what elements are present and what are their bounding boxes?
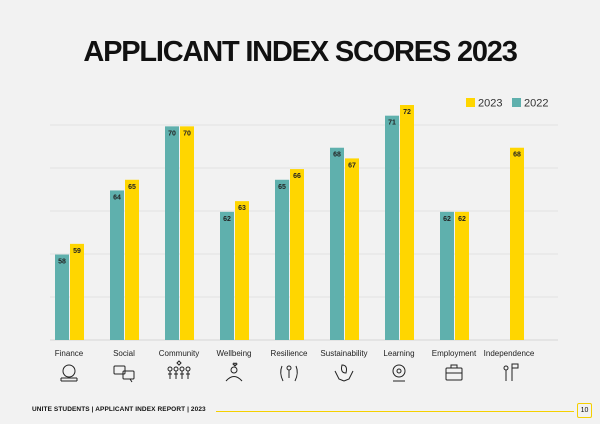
light-bulb-icon: [392, 364, 406, 382]
bar-label-2023-community: 70: [183, 130, 191, 137]
bar-2023-learning: [400, 105, 414, 340]
footer-text: UNITE STUDENTS | APPLICANT INDEX REPORT …: [32, 406, 206, 413]
bar-label-2022-community: 70: [168, 130, 176, 137]
money-stack-icon: [60, 364, 78, 382]
bar-label-2023-social: 65: [128, 184, 136, 191]
bar-2023-employment: [455, 211, 469, 340]
bar-2023-wellbeing: [235, 201, 249, 340]
bar-label-2022-employment: 62: [443, 216, 451, 223]
person-shield-icon: [280, 365, 298, 382]
category-label-resilience: Resilience: [271, 349, 308, 358]
bar-2022-finance: [55, 254, 69, 340]
legend-label-2023: 2023: [478, 98, 502, 110]
bar-2022-employment: [440, 211, 454, 340]
person-flag-icon: [503, 363, 519, 381]
bar-2023-community: [180, 126, 194, 340]
footer-line: [216, 411, 574, 412]
category-label-independence: Independence: [484, 349, 535, 358]
category-icons: [60, 360, 519, 383]
category-label-wellbeing: Wellbeing: [217, 349, 252, 358]
chart-title: APPLICANT INDEX SCORES 2023: [83, 36, 518, 68]
category-label-social: Social: [113, 349, 135, 358]
bar-labels: 58 59 64 65 70 70 62 63 65 66 68 67 71 72 62 62 68: [58, 109, 521, 266]
bar-label-2022-social: 64: [113, 194, 121, 201]
bar-label-2023-finance: 59: [73, 248, 81, 255]
bar-label-2023-employment: 62: [458, 216, 466, 223]
bar-2022-sustainability: [330, 147, 344, 340]
people-group-icon: [167, 360, 191, 379]
hands-leaf-icon: [334, 364, 354, 382]
legend-label-2022: 2022: [524, 98, 548, 110]
bar-2022-wellbeing: [220, 211, 234, 340]
legend-swatch-2023: [466, 98, 475, 107]
bars: [55, 105, 524, 340]
bar-label-2023-resilience: 66: [293, 173, 301, 180]
bar-2023-social: [125, 179, 139, 340]
bar-2022-social: [110, 190, 124, 340]
bar-label-2022-finance: 58: [58, 259, 66, 266]
person-heart-icon: [225, 362, 243, 382]
bar-label-2023-sustainability: 67: [348, 162, 356, 169]
page-number: 10: [577, 403, 592, 418]
legend: 2023 2022: [466, 98, 548, 110]
category-label-sustainability: Sustainability: [320, 349, 367, 358]
category-labels: Finance Social Community Wellbeing Resilienc…: [55, 349, 535, 358]
category-label-finance: Finance: [55, 349, 84, 358]
bar-2022-resilience: [275, 179, 289, 340]
bar-label-2022-sustainability: 68: [333, 152, 341, 159]
bar-2023-independence: [510, 147, 524, 340]
bar-2023-resilience: [290, 169, 304, 340]
bar-label-2022-resilience: 65: [278, 184, 286, 191]
bar-label-2023-wellbeing: 63: [238, 205, 246, 212]
bar-label-2022-learning: 71: [388, 120, 396, 127]
bar-2022-community: [165, 126, 179, 340]
bar-2023-finance: [70, 243, 84, 340]
bar-label-2023-learning: 72: [403, 109, 411, 116]
bar-label-2022-wellbeing: 62: [223, 216, 231, 223]
category-label-learning: Learning: [383, 349, 414, 358]
briefcase-icon: [445, 364, 463, 381]
speech-bubbles-icon: [113, 365, 135, 383]
bar-label-2023-independence: 68: [513, 152, 521, 159]
category-label-community: Community: [159, 349, 199, 358]
legend-swatch-2022: [512, 98, 521, 107]
bar-2023-sustainability: [345, 158, 359, 340]
category-label-employment: Employment: [432, 349, 477, 358]
bar-2022-learning: [385, 115, 399, 340]
